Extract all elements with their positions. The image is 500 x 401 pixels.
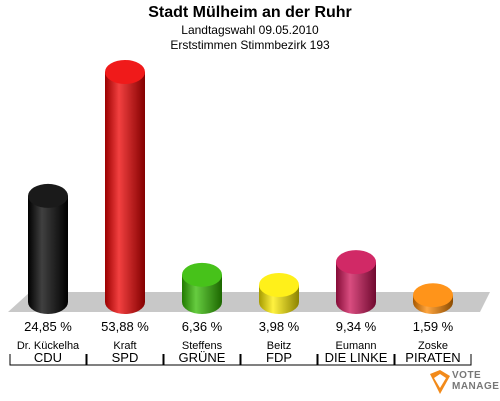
bar-top bbox=[28, 183, 68, 208]
party-bracket bbox=[394, 354, 472, 366]
bar-body bbox=[105, 72, 145, 314]
vote-manager-logo: VOTE MANAGER bbox=[428, 368, 500, 398]
logo-icon bbox=[430, 370, 450, 394]
chart-subtitle-district: Erststimmen Stimmbezirk 193 bbox=[170, 38, 330, 52]
candidate-label: Dr. Kückelha bbox=[17, 340, 80, 352]
party-bracket bbox=[163, 354, 241, 366]
party-label: FDP bbox=[266, 350, 292, 365]
party-label: DIE LINKE bbox=[325, 350, 388, 365]
bar-top bbox=[259, 273, 299, 298]
value-label: 6,36 % bbox=[182, 319, 223, 334]
party-label: CDU bbox=[34, 350, 62, 365]
party-bracket bbox=[317, 354, 395, 366]
bar-top bbox=[182, 262, 222, 287]
logo-text-line2: MANAGER bbox=[452, 381, 500, 392]
bar-cdu bbox=[28, 183, 68, 314]
bar-fdp bbox=[259, 273, 299, 314]
value-label: 24,85 % bbox=[24, 319, 72, 334]
party-label: PIRATEN bbox=[405, 350, 460, 365]
bar-body bbox=[28, 195, 68, 314]
logo-text-line1: VOTE bbox=[452, 370, 482, 381]
party-label: SPD bbox=[112, 350, 139, 365]
candidate-label: Steffens bbox=[182, 340, 223, 352]
bar-body bbox=[336, 262, 376, 314]
value-label: 9,34 % bbox=[336, 319, 377, 334]
value-label: 3,98 % bbox=[259, 319, 300, 334]
bar-piraten bbox=[413, 283, 453, 314]
candidate-label: Beitz bbox=[267, 340, 291, 352]
party-label: GRÜNE bbox=[179, 350, 226, 365]
candidate-label: Kraft bbox=[113, 340, 136, 352]
candidate-label: Zoske bbox=[418, 340, 448, 352]
party-bracket bbox=[9, 354, 87, 366]
bar-top bbox=[336, 250, 376, 275]
bar-spd bbox=[105, 60, 145, 314]
bar-grüne bbox=[182, 262, 222, 314]
bar-top bbox=[105, 60, 145, 84]
bar-top bbox=[413, 283, 453, 308]
party-bracket bbox=[86, 354, 164, 366]
value-label: 1,59 % bbox=[413, 319, 454, 334]
chart-subtitle-election: Landtagswahl 09.05.2010 bbox=[181, 23, 319, 37]
candidate-label: Eumann bbox=[336, 340, 377, 352]
chart-title: Stadt Mülheim an der Ruhr bbox=[148, 4, 352, 21]
bar-die-linke bbox=[336, 250, 376, 314]
value-label: 53,88 % bbox=[101, 319, 149, 334]
party-bracket bbox=[240, 354, 318, 366]
